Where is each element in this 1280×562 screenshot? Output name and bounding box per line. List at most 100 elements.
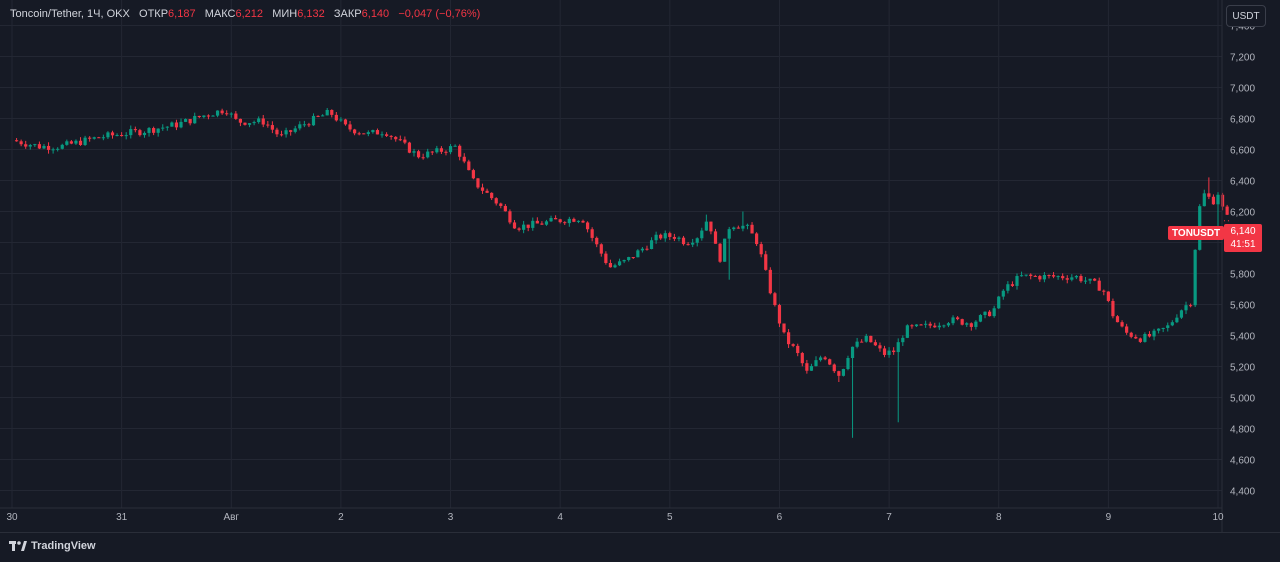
candle-body: [1001, 290, 1005, 297]
candle-body: [645, 248, 649, 250]
candle-body: [1147, 333, 1152, 337]
candle-body: [608, 262, 613, 268]
time-axis[interactable]: 30 31 Авг 2 3 4 5 6 7 8 9 10: [0, 507, 1224, 523]
currency-button[interactable]: USDT: [1226, 5, 1266, 27]
candle-body: [343, 119, 348, 125]
candle-body: [581, 220, 585, 223]
candle-body: [818, 357, 823, 361]
candle-body: [1047, 274, 1051, 276]
candle-body: [1188, 305, 1193, 307]
candle-body: [293, 128, 297, 132]
candle-body: [234, 113, 238, 119]
y-tick-label: 5,200: [1230, 363, 1255, 374]
candle-body: [307, 124, 311, 126]
candle-body: [60, 144, 64, 149]
candle-body: [56, 148, 60, 150]
candle-body: [681, 237, 686, 245]
candle-body: [120, 135, 124, 137]
candle-body: [727, 229, 731, 239]
x-tick-label: 2: [338, 512, 344, 523]
x-tick-label: Авг: [223, 512, 239, 523]
candle-body: [1134, 336, 1138, 339]
candle-body: [892, 350, 896, 353]
price-axis[interactable]: 4,400 4,600 4,800 5,000 5,200 5,400 5,600 5,800…: [1221, 0, 1255, 532]
candle-body: [188, 119, 192, 124]
candle-body: [366, 132, 370, 135]
y-tick-label: 5,600: [1230, 301, 1255, 312]
high-value: 6,212: [235, 8, 264, 20]
candle-body: [531, 220, 535, 228]
candle-body: [490, 192, 494, 199]
candle-body: [1220, 194, 1225, 207]
candle-body: [914, 324, 919, 327]
candle-body: [448, 146, 453, 153]
candle-body: [1074, 275, 1078, 278]
candle-body: [718, 243, 722, 262]
candle-body: [398, 139, 402, 141]
x-tick-label: 30: [6, 512, 18, 523]
candle-body: [384, 134, 389, 136]
candle-body: [243, 122, 247, 125]
candle-body: [179, 121, 183, 128]
candle-body: [1193, 249, 1197, 306]
candle-body: [878, 345, 882, 349]
candle-body: [549, 218, 553, 222]
candle-body: [882, 348, 887, 355]
candle-body: [124, 135, 128, 137]
candle-body: [439, 148, 444, 152]
high-label: МАКС: [204, 8, 236, 20]
x-tick-label: 7: [886, 512, 892, 523]
candle-body: [74, 140, 78, 144]
candle-body: [869, 335, 873, 343]
candle-body: [133, 129, 137, 131]
candle-body: [65, 141, 69, 145]
candle-body: [389, 135, 393, 137]
candle-body: [289, 130, 293, 132]
candle-body: [19, 141, 23, 145]
candle-body: [330, 109, 334, 115]
candle-body: [942, 325, 946, 327]
candle-body: [412, 151, 416, 153]
price-chart[interactable]: 4,400 4,600 4,800 5,000 5,200 5,400 5,600 5,800…: [0, 0, 1280, 532]
tradingview-logo[interactable]: TradingView: [9, 540, 96, 552]
candle-body: [1202, 193, 1206, 207]
candle-body: [1161, 327, 1165, 329]
candle-body: [1056, 276, 1060, 278]
candle-body: [805, 363, 809, 371]
candles: [14, 107, 1229, 438]
y-tick-label: 5,000: [1230, 394, 1255, 405]
candle-body: [686, 244, 690, 246]
candle-body: [480, 187, 485, 191]
y-tick-label: 6,200: [1230, 208, 1255, 219]
candle-body: [1143, 333, 1147, 342]
y-tick-label: 6,600: [1230, 146, 1255, 157]
candle-body: [174, 122, 179, 128]
bar-countdown: 41:51: [1230, 239, 1256, 250]
candle-body: [736, 227, 740, 229]
candle-body: [864, 335, 868, 342]
candle-body: [791, 344, 795, 346]
close-value: 6,140: [361, 8, 390, 20]
candle-body: [471, 170, 475, 179]
candle-body: [46, 145, 51, 150]
candle-body: [1157, 328, 1161, 331]
candle-body: [745, 224, 750, 226]
candle-body: [1051, 275, 1056, 277]
x-tick-label: 31: [116, 512, 128, 523]
candle-body: [215, 110, 220, 116]
candle-body: [334, 114, 338, 121]
candle-body: [1033, 275, 1037, 277]
candle-body: [828, 359, 832, 365]
candle-body: [755, 233, 759, 245]
candle-body: [905, 325, 909, 338]
candle-body: [576, 220, 581, 222]
candle-body: [1184, 305, 1188, 311]
candle-body: [910, 325, 914, 327]
candle-body: [1093, 278, 1097, 281]
candle-body: [156, 128, 160, 133]
candle-body: [1102, 290, 1106, 292]
candle-body: [1106, 291, 1110, 301]
candle-body: [503, 205, 507, 212]
candle-body: [1207, 193, 1211, 197]
candle-body: [713, 231, 718, 244]
